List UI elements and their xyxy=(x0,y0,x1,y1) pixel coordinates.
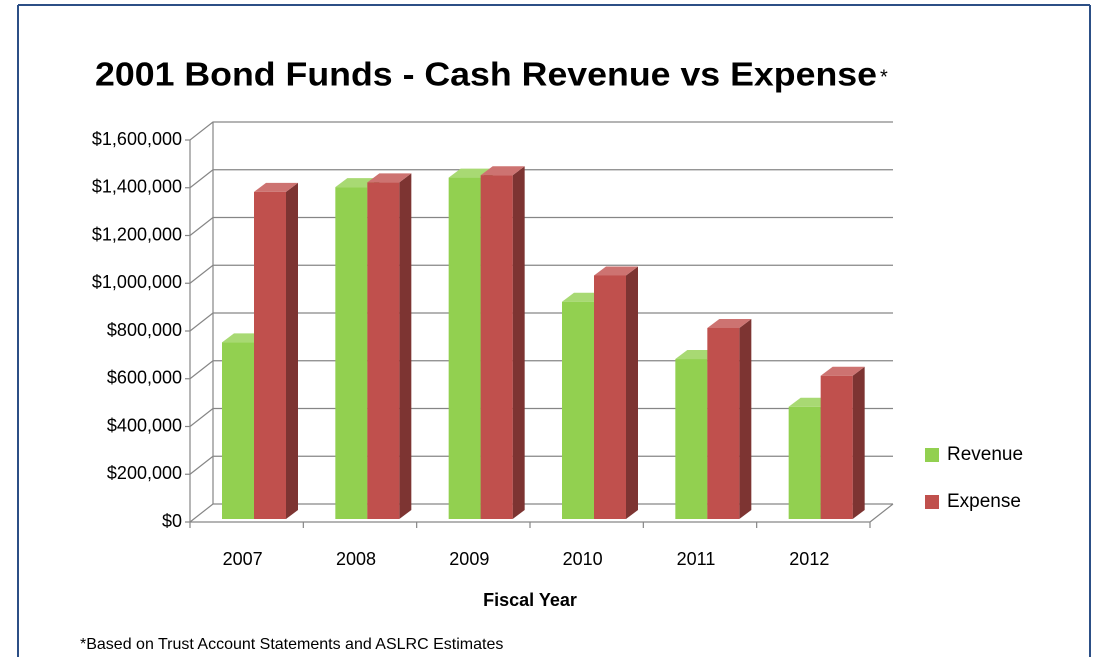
bar xyxy=(480,175,513,519)
y-tick-label: $1,600,000 xyxy=(92,129,182,149)
bar-top xyxy=(254,182,298,192)
x-tick-label: 2010 xyxy=(563,549,603,569)
grid-line xyxy=(189,503,893,523)
bar xyxy=(820,375,853,519)
bar xyxy=(594,275,626,519)
bar xyxy=(367,182,400,520)
grid-line xyxy=(189,264,893,284)
y-tick-label: $1,200,000 xyxy=(92,224,182,244)
y-tick-label: $400,000 xyxy=(107,415,182,435)
y-tick-label: $600,000 xyxy=(107,368,182,388)
bar xyxy=(788,406,821,519)
bar-side xyxy=(739,319,752,519)
bar xyxy=(254,191,286,519)
bar-top xyxy=(707,319,752,328)
y-tick-label: $0 xyxy=(162,511,182,531)
bar xyxy=(448,177,481,519)
y-tick-label: $1,000,000 xyxy=(92,272,182,292)
grid-line xyxy=(189,169,893,189)
legend-swatch xyxy=(925,495,939,509)
grid-line xyxy=(189,312,893,332)
bar-side xyxy=(852,366,865,519)
bar-side xyxy=(399,173,412,520)
x-axis-label: Fiscal Year xyxy=(483,590,577,610)
bar-top xyxy=(820,366,865,376)
y-tick-label: $800,000 xyxy=(107,320,182,340)
legend-label: Revenue xyxy=(947,444,1023,465)
bar xyxy=(707,328,740,519)
grid-line xyxy=(189,360,893,380)
bar xyxy=(335,187,368,519)
bar xyxy=(675,359,708,519)
bar-top xyxy=(367,173,412,183)
chart-title: 2001 Bond Funds - Cash Revenue vs Expens… xyxy=(95,56,877,93)
grid-line xyxy=(189,216,893,236)
y-tick-label: $200,000 xyxy=(107,463,182,483)
bar xyxy=(562,301,594,519)
x-tick-label: 2007 xyxy=(223,549,263,569)
bar-top xyxy=(594,266,638,276)
bar-side xyxy=(512,166,525,519)
y-tick-label: $1,400,000 xyxy=(92,177,182,197)
legend-label: Expense xyxy=(947,491,1021,512)
x-tick-label: 2008 xyxy=(336,549,376,569)
x-tick-label: 2011 xyxy=(677,549,716,569)
grid-line xyxy=(189,121,893,141)
legend-swatch xyxy=(925,448,939,462)
bar-side xyxy=(286,182,298,519)
x-tick-label: 2012 xyxy=(789,549,829,569)
bar-side xyxy=(626,266,638,519)
grid-line xyxy=(189,455,893,475)
x-tick-label: 2009 xyxy=(449,549,489,569)
bar-top xyxy=(480,166,525,176)
footnote: *Based on Trust Account Statements and A… xyxy=(80,636,503,653)
title-suffix: * xyxy=(880,66,888,88)
bar xyxy=(222,342,254,519)
grid-line xyxy=(189,407,893,427)
